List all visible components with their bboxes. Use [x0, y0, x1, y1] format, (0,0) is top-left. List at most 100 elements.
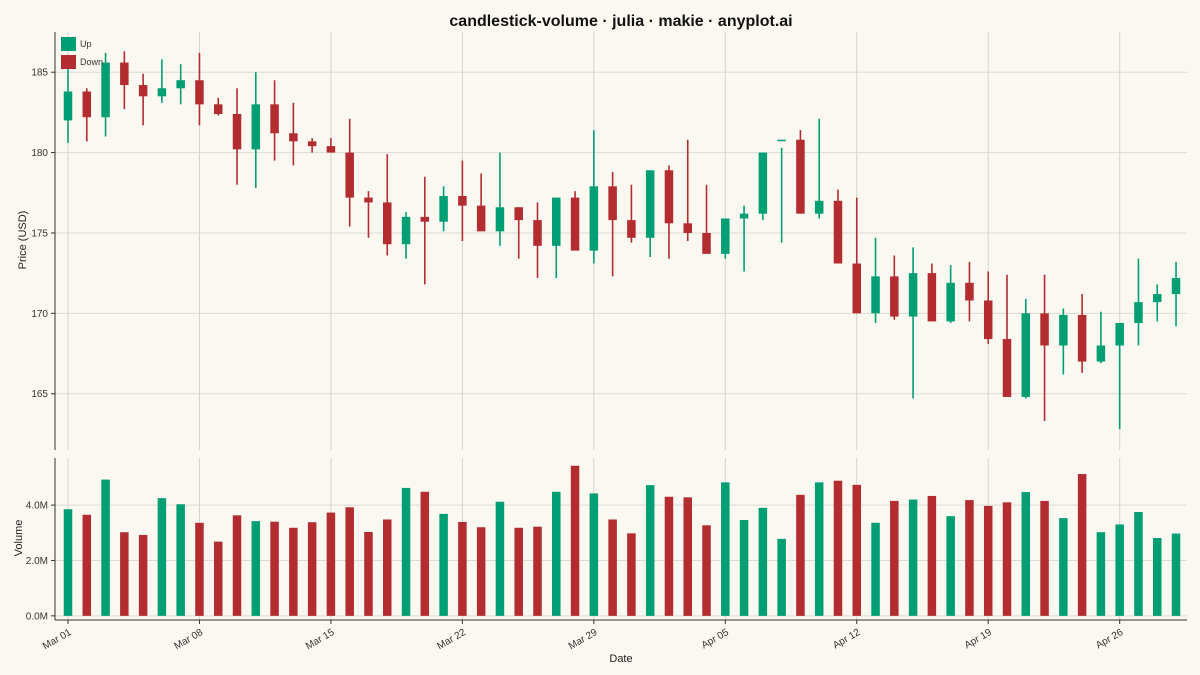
candle-body	[796, 139, 805, 214]
volume-bar	[157, 498, 167, 616]
volume-bar	[270, 521, 279, 616]
volume-bar	[1115, 524, 1124, 616]
candle-body	[777, 139, 786, 142]
candle-body	[1134, 302, 1143, 323]
volume-bar	[927, 495, 937, 616]
volume-panel: 0.0M 2.0M 4.0M Mar 01 Mar 08 Mar 15 Mar 22 Mar…	[26, 458, 1187, 652]
volume-bar	[664, 496, 674, 616]
volume-bar	[1002, 502, 1012, 616]
x-tick-label: Apr 05	[700, 627, 731, 651]
volume-bar	[514, 527, 523, 616]
x-tick-label: Mar 22	[435, 627, 468, 652]
price-tick-label: 165	[31, 389, 48, 400]
volume-bar	[383, 519, 392, 616]
candle-body	[608, 186, 617, 221]
candle-body	[908, 273, 918, 317]
volume-bar	[852, 484, 862, 616]
volume-bar	[1077, 474, 1087, 616]
candle-body	[589, 186, 599, 251]
candle-body	[1171, 277, 1181, 295]
candle-body	[476, 205, 486, 232]
candle-body	[1096, 345, 1106, 362]
candle-body	[364, 197, 373, 203]
candle-body	[514, 207, 523, 221]
volume-bar	[645, 485, 655, 616]
legend-up-swatch	[61, 37, 76, 51]
candle-body	[683, 223, 692, 233]
x-tick-label: Apr 26	[1094, 627, 1125, 651]
candle-body	[1021, 313, 1031, 397]
candle-body	[401, 216, 411, 245]
volume-bar	[814, 482, 824, 616]
volume-bar	[401, 487, 411, 616]
candle-body	[702, 232, 711, 254]
volume-bar	[608, 519, 617, 616]
candle-body	[82, 91, 92, 118]
volume-bar	[1021, 492, 1031, 616]
candle-body	[176, 80, 185, 89]
candle-body	[195, 80, 204, 105]
volume-bar	[101, 479, 110, 616]
candle-body	[552, 197, 561, 246]
candle-body	[871, 276, 880, 314]
candle-body	[533, 220, 542, 246]
candle-body	[232, 113, 242, 150]
legend: Up Down	[61, 37, 103, 69]
legend-down-label: Down	[80, 57, 103, 67]
volume-bar	[721, 482, 730, 616]
x-tick-label: Mar 01	[41, 627, 74, 652]
volume-bar	[176, 504, 185, 616]
candle-body	[833, 200, 843, 264]
candle-body	[965, 282, 974, 301]
x-axis-label: Date	[609, 653, 632, 665]
volume-bar	[1059, 518, 1068, 616]
volume-bar	[570, 465, 580, 616]
candle-body	[721, 218, 730, 254]
candle-body	[251, 104, 261, 150]
volume-tick-label: 2.0M	[26, 556, 48, 567]
candle-body	[946, 282, 955, 322]
x-tick-label: Mar 29	[567, 627, 600, 652]
x-tick-label: Apr 12	[831, 627, 862, 651]
volume-bar	[439, 513, 448, 616]
volume-bar	[796, 494, 805, 616]
volume-bar	[908, 499, 918, 616]
legend-down-swatch	[61, 55, 76, 69]
candle-body	[739, 213, 749, 219]
volume-bar	[890, 500, 899, 616]
chart-title: candlestick-volume · julia · makie · any…	[449, 13, 792, 30]
price-tick-label: 185	[31, 68, 48, 79]
volume-bar	[833, 480, 843, 616]
candle-body	[627, 220, 636, 238]
candle-body	[289, 133, 298, 142]
x-tick-label: Mar 08	[173, 627, 206, 652]
volume-bar	[326, 512, 336, 616]
volume-bar	[63, 509, 73, 616]
volume-bar	[702, 525, 711, 616]
volume-bar	[307, 522, 317, 616]
candle-body	[890, 276, 899, 317]
volume-bar	[1171, 533, 1181, 616]
volume-bar	[251, 521, 261, 616]
volume-bar	[683, 497, 692, 616]
volume-bar	[983, 505, 993, 616]
candle-body	[983, 300, 993, 340]
volume-bar	[495, 501, 505, 616]
candle-body	[63, 91, 73, 121]
volume-bar	[345, 507, 354, 616]
candle-body	[1077, 314, 1087, 362]
volume-bar	[1152, 538, 1162, 616]
volume-bar	[232, 515, 242, 616]
candle-body	[138, 85, 148, 97]
volume-bar	[1096, 532, 1106, 616]
candle-body	[1002, 339, 1012, 397]
volume-bar	[213, 541, 223, 616]
candle-body	[852, 263, 862, 314]
price-tick-label: 175	[31, 228, 48, 239]
volume-bar	[777, 538, 786, 616]
candle-body	[664, 170, 674, 224]
candle-body	[1152, 294, 1162, 303]
candle-body	[1040, 313, 1049, 346]
